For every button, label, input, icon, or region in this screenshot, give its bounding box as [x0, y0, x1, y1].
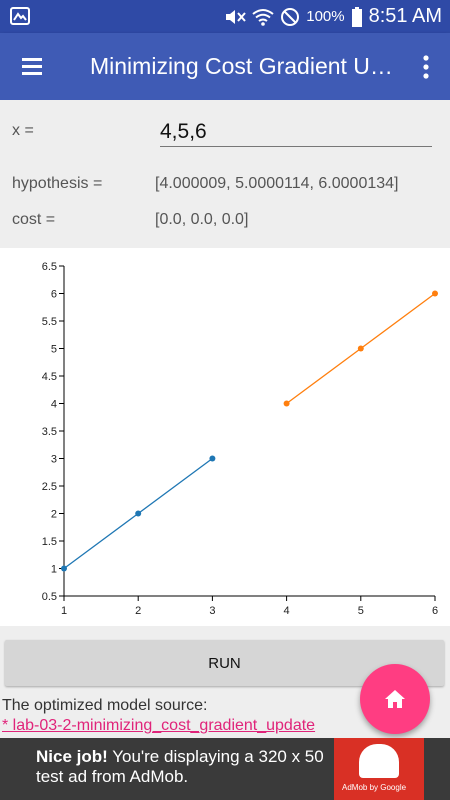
cost-value: [0.0, 0.0, 0.0] — [155, 211, 249, 228]
y-tick-label: 6.5 — [42, 261, 57, 273]
x-tick-label: 5 — [358, 605, 364, 617]
do-not-disturb-icon — [281, 7, 300, 26]
y-tick-label: 5 — [51, 344, 57, 356]
hypothesis-label: hypothesis = — [12, 175, 103, 192]
app-bar: Minimizing Cost Gradient Update — [0, 33, 450, 100]
ad-headline: Nice job! — [36, 747, 108, 766]
chart-canvas: 0.5 1 1.5 2 2.5 3 3.5 4 4.5 5 5.5 6 6.5 1 2 3 4 5 6 — [42, 261, 438, 617]
ad-text: Nice job! You're displaying a 320 x 50 t… — [36, 747, 336, 787]
x-tick-label: 2 — [135, 605, 141, 617]
admob-logo: AdMob by Google — [334, 738, 424, 800]
wifi-icon — [252, 8, 274, 26]
y-tick-label: 2 — [51, 509, 57, 521]
y-tick-label: 1 — [51, 564, 57, 576]
status-bar: 100% 8:51 AM — [0, 0, 450, 33]
home-fab-button[interactable] — [360, 664, 430, 734]
y-tick-label: 4.5 — [42, 371, 57, 383]
source-link[interactable]: * lab-03-2-minimizing_cost_gradient_upda… — [2, 717, 316, 734]
x-tick-label: 3 — [209, 605, 215, 617]
y-tick-label: 0.5 — [42, 591, 57, 603]
x-tick-label: 1 — [61, 605, 67, 617]
y-tick-label: 1.5 — [42, 536, 57, 548]
ad-banner[interactable]: Nice job! You're displaying a 320 x 50 t… — [0, 738, 450, 800]
series-1-point — [61, 565, 67, 572]
gallery-notification-icon — [10, 7, 30, 25]
cost-label: cost = — [12, 211, 56, 228]
x-input[interactable] — [160, 117, 432, 147]
y-tick-label: 4 — [51, 399, 57, 411]
mute-icon — [226, 9, 246, 24]
x-tick-label: 6 — [432, 605, 438, 617]
line-chart: 0.5 1 1.5 2 2.5 3 3.5 4 4.5 5 5.5 6 6.5 1 2 3 4 5 6 — [0, 248, 450, 626]
y-tick-label: 3 — [51, 454, 57, 466]
admob-logo-icon — [359, 744, 399, 778]
x-tick-label: 4 — [284, 605, 290, 617]
series-2-point — [283, 400, 290, 407]
more-options-icon[interactable] — [420, 53, 432, 81]
series-1-point — [135, 510, 142, 517]
series-2-point — [357, 345, 364, 352]
series-1-point — [209, 455, 216, 462]
admob-byline: AdMob by Google — [342, 783, 407, 792]
page-title: Minimizing Cost Gradient Update — [90, 53, 395, 79]
source-label: The optimized model source: — [2, 697, 208, 714]
y-tick-label: 2.5 — [42, 481, 57, 493]
x-label: x = — [12, 122, 34, 139]
y-tick-label: 3.5 — [42, 426, 57, 438]
ad-body: You're displaying a 320 x 50 test ad fro… — [36, 747, 324, 786]
y-tick-label: 6 — [51, 289, 57, 301]
battery-percent: 100% — [306, 8, 345, 25]
menu-icon[interactable] — [14, 53, 50, 81]
battery-icon — [351, 6, 362, 27]
y-tick-label: 5.5 — [42, 316, 57, 328]
series-2-point — [432, 290, 438, 297]
hypothesis-value: [4.000009, 5.0000114, 6.0000134] — [155, 175, 399, 192]
clock: 8:51 AM — [368, 5, 442, 27]
home-icon — [385, 690, 405, 708]
